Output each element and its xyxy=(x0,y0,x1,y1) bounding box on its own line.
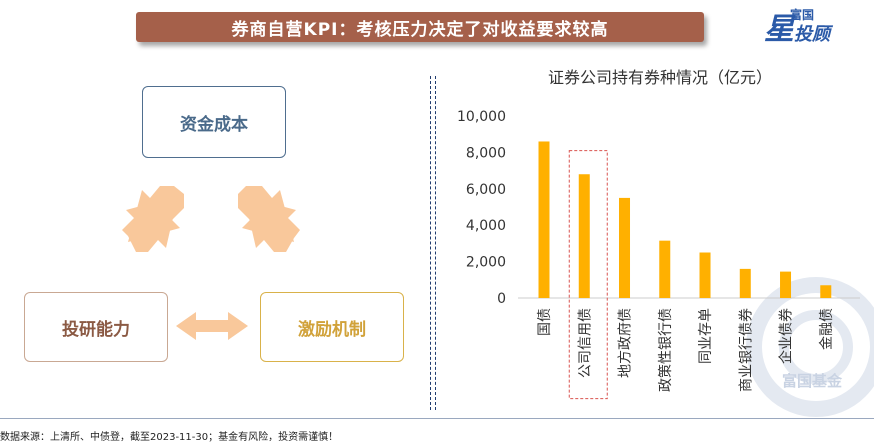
node-incentive-mechanism: 激励机制 xyxy=(260,292,404,362)
page-title-text: 券商自营KPI：考核压力决定了对收益要求较高 xyxy=(231,19,609,40)
diagram-arrows xyxy=(122,186,300,340)
panel-divider xyxy=(430,76,436,410)
y-tick-label: 0 xyxy=(497,291,506,307)
arrow-cost-research xyxy=(122,186,184,252)
chart-title: 证券公司持有券种情况（亿元） xyxy=(547,68,772,87)
bar xyxy=(578,174,590,298)
y-tick-label: 8,000 xyxy=(466,145,506,161)
logo-star-glyph: 星 xyxy=(764,12,794,47)
arrow-research-incentive xyxy=(176,312,248,340)
arrow-cost-incentive xyxy=(238,186,300,252)
y-tick-label: 6,000 xyxy=(466,182,506,198)
x-tick-label: 国债 xyxy=(537,308,553,336)
watermark-text: 富国基金 xyxy=(782,372,843,390)
brand-logo: 星 富国 投顾 xyxy=(760,4,870,48)
bar xyxy=(699,252,711,298)
node-capital-cost: 资金成本 xyxy=(142,86,286,158)
x-tick-label: 同业存单 xyxy=(698,308,714,364)
watermark-logo xyxy=(746,277,874,417)
x-tick-label: 公司信用债 xyxy=(577,308,593,378)
footer-divider xyxy=(0,418,874,419)
x-tick-label: 企业债券 xyxy=(778,308,795,364)
x-tick-label: 金融债 xyxy=(819,308,835,350)
node-research-capability-label: 投研能力 xyxy=(62,319,130,340)
x-tick-label: 商业银行债券 xyxy=(738,308,754,392)
x-tick-label: 地方政府债 xyxy=(618,308,634,378)
x-tick-label: 政策性银行债 xyxy=(657,308,674,392)
node-incentive-mechanism-label: 激励机制 xyxy=(298,319,366,340)
bar xyxy=(619,197,631,298)
footnote: 数据来源：上清所、中债登，截至2023-11-30；基金有风险，投资需谨慎！ xyxy=(0,432,339,443)
highlight-box xyxy=(568,150,608,400)
y-tick-label: 4,000 xyxy=(466,218,506,234)
logo-brand-big: 投顾 xyxy=(794,24,830,45)
bar xyxy=(820,285,832,298)
bar xyxy=(780,271,792,298)
page-title: 券商自营KPI：考核压力决定了对收益要求较高 xyxy=(136,12,704,42)
bar-chart: 0 2,000 4,000 6,000 8,000 10,000 国债 公司信用债 地方政府债 政… xyxy=(457,109,860,400)
bar xyxy=(739,268,751,298)
node-research-capability: 投研能力 xyxy=(24,292,168,362)
node-capital-cost-label: 资金成本 xyxy=(180,114,248,135)
bar xyxy=(659,240,671,298)
y-tick-label: 10,000 xyxy=(457,109,506,125)
y-tick-label: 2,000 xyxy=(466,255,506,271)
logo-brand-small: 富国 xyxy=(790,8,815,22)
bar xyxy=(538,141,550,298)
